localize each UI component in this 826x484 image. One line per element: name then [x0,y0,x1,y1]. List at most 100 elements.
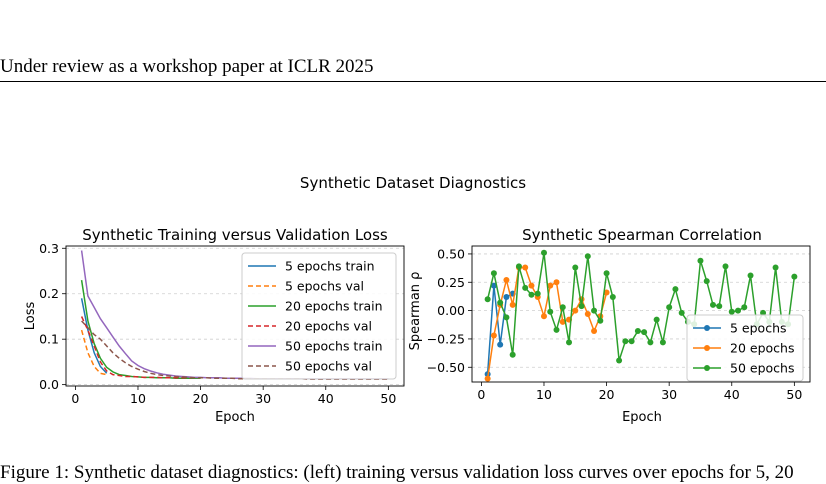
spearman-data-point [547,282,554,289]
spearman-legend-label: 5 epochs [730,321,787,336]
spearman-legend-marker [704,365,710,371]
spearman-legend-label: 20 epochs [730,341,794,356]
spearman-data-point [616,357,623,364]
spearman-data-point [716,303,723,310]
spearman-data-point [678,309,685,316]
loss-series-line-2 [80,329,107,376]
spearman-data-point [497,299,504,306]
spearman-data-point [741,304,748,311]
spearman-axes-frame [471,245,811,383]
spearman-data-point [559,318,566,325]
loss-legend-label: 5 epochs val [285,279,364,294]
figure-caption: Figure 1: Synthetic dataset diagnostics:… [0,462,794,483]
spearman-data-point [584,253,591,260]
spearman-data-point [747,272,754,279]
loss-xtick-label: 10 [130,391,146,406]
spearman-legend-label: 50 epochs [730,361,794,376]
spearman-data-point [484,375,491,382]
spearman-data-point [735,307,742,314]
loss-series-line-4 [80,316,201,379]
loss-legend-label: 20 epochs train [285,299,383,314]
spearman-data-point [490,282,497,289]
loss-xtick-label: 40 [318,391,334,406]
spearman-chart-title: Synthetic Spearman Correlation [522,226,762,244]
spearman-data-point [522,284,529,291]
spearman-data-point [666,304,673,311]
spearman-data-point [484,296,491,303]
spearman-data-point [760,309,767,316]
spearman-data-point [591,328,598,334]
spearman-data-point [603,289,610,296]
spearman-data-point [566,339,573,346]
spearman-data-point [653,316,660,323]
spearman-data-point [722,263,729,270]
spearman-data-point [522,264,529,271]
loss-ytick-label: 0.0 [39,377,59,392]
spearman-ytick-label: −0.25 [427,331,465,346]
spearman-data-point [572,307,579,314]
spearman-data-point [509,351,516,358]
spearman-data-point [490,332,497,339]
spearman-data-point [534,290,541,297]
spearman-data-point [503,277,510,283]
spearman-ytick-label: 0.00 [437,303,465,318]
spearman-data-point [540,313,547,320]
spearman-data-point [791,273,798,280]
spearman-data-point [597,317,604,324]
spearman-data-point [728,308,735,315]
spearman-data-point [647,339,654,346]
spearman-data-point [697,257,704,264]
spearman-data-point [703,278,710,285]
spearman-data-point [603,270,610,277]
spearman-data-point [503,314,510,321]
spearman-data-point [634,328,641,334]
spearman-data-point [540,249,547,256]
spearman-data-point [578,303,585,310]
spearman-ytick-label: 0.50 [437,246,465,261]
loss-legend-label: 5 epochs train [285,259,375,274]
loss-axes-frame [65,245,405,387]
loss-xtick-label: 30 [255,391,271,406]
spearman-data-point [553,326,560,333]
running-header: Under review as a workshop paper at ICLR… [0,56,374,77]
loss-legend-label: 20 epochs val [285,319,372,334]
loss-ytick-label: 0.3 [39,241,59,256]
loss-chart-title: Synthetic Training versus Validation Los… [82,226,388,244]
loss-legend [241,252,397,380]
spearman-chart-xlabel: Epoch [622,410,662,425]
spearman-chart: Synthetic Spearman Correlation Epoch Spe… [408,226,811,425]
spearman-data-point [622,338,629,345]
spearman-xtick-label: 0 [477,387,485,402]
loss-ytick-label: 0.2 [39,286,59,301]
figure-suptitle: Synthetic Dataset Diagnostics [300,174,526,192]
spearman-xtick-label: 10 [536,387,552,402]
loss-xtick-label: 50 [380,391,396,406]
loss-chart: Synthetic Training versus Validation Los… [23,226,405,425]
spearman-data-point [528,291,535,298]
spearman-data-point [584,311,591,317]
spearman-data-point [672,286,679,293]
loss-chart-ylabel: Loss [23,302,38,331]
loss-series-line-1 [80,298,108,374]
spearman-chart-ylabel: Spearman ρ [408,272,423,351]
spearman-data-point [509,301,516,308]
spearman-data-point [490,270,497,277]
spearman-data-point [559,304,566,311]
header-rule [0,81,826,82]
spearman-data-point [497,341,504,348]
spearman-data-point [709,301,716,308]
spearman-data-point [641,329,648,336]
spearman-data-point [591,307,598,314]
spearman-xtick-label: 50 [786,387,802,402]
spearman-data-point [553,279,560,286]
spearman-data-point [609,294,616,300]
spearman-xtick-label: 20 [599,387,615,402]
spearman-data-point [528,282,535,289]
loss-xtick-label: 20 [193,391,209,406]
spearman-data-point [772,264,779,271]
loss-xtick-label: 0 [71,391,79,406]
spearman-xtick-label: 30 [661,387,677,402]
spearman-data-point [659,339,666,346]
spearman-legend [686,314,804,382]
spearman-data-point [547,308,554,315]
